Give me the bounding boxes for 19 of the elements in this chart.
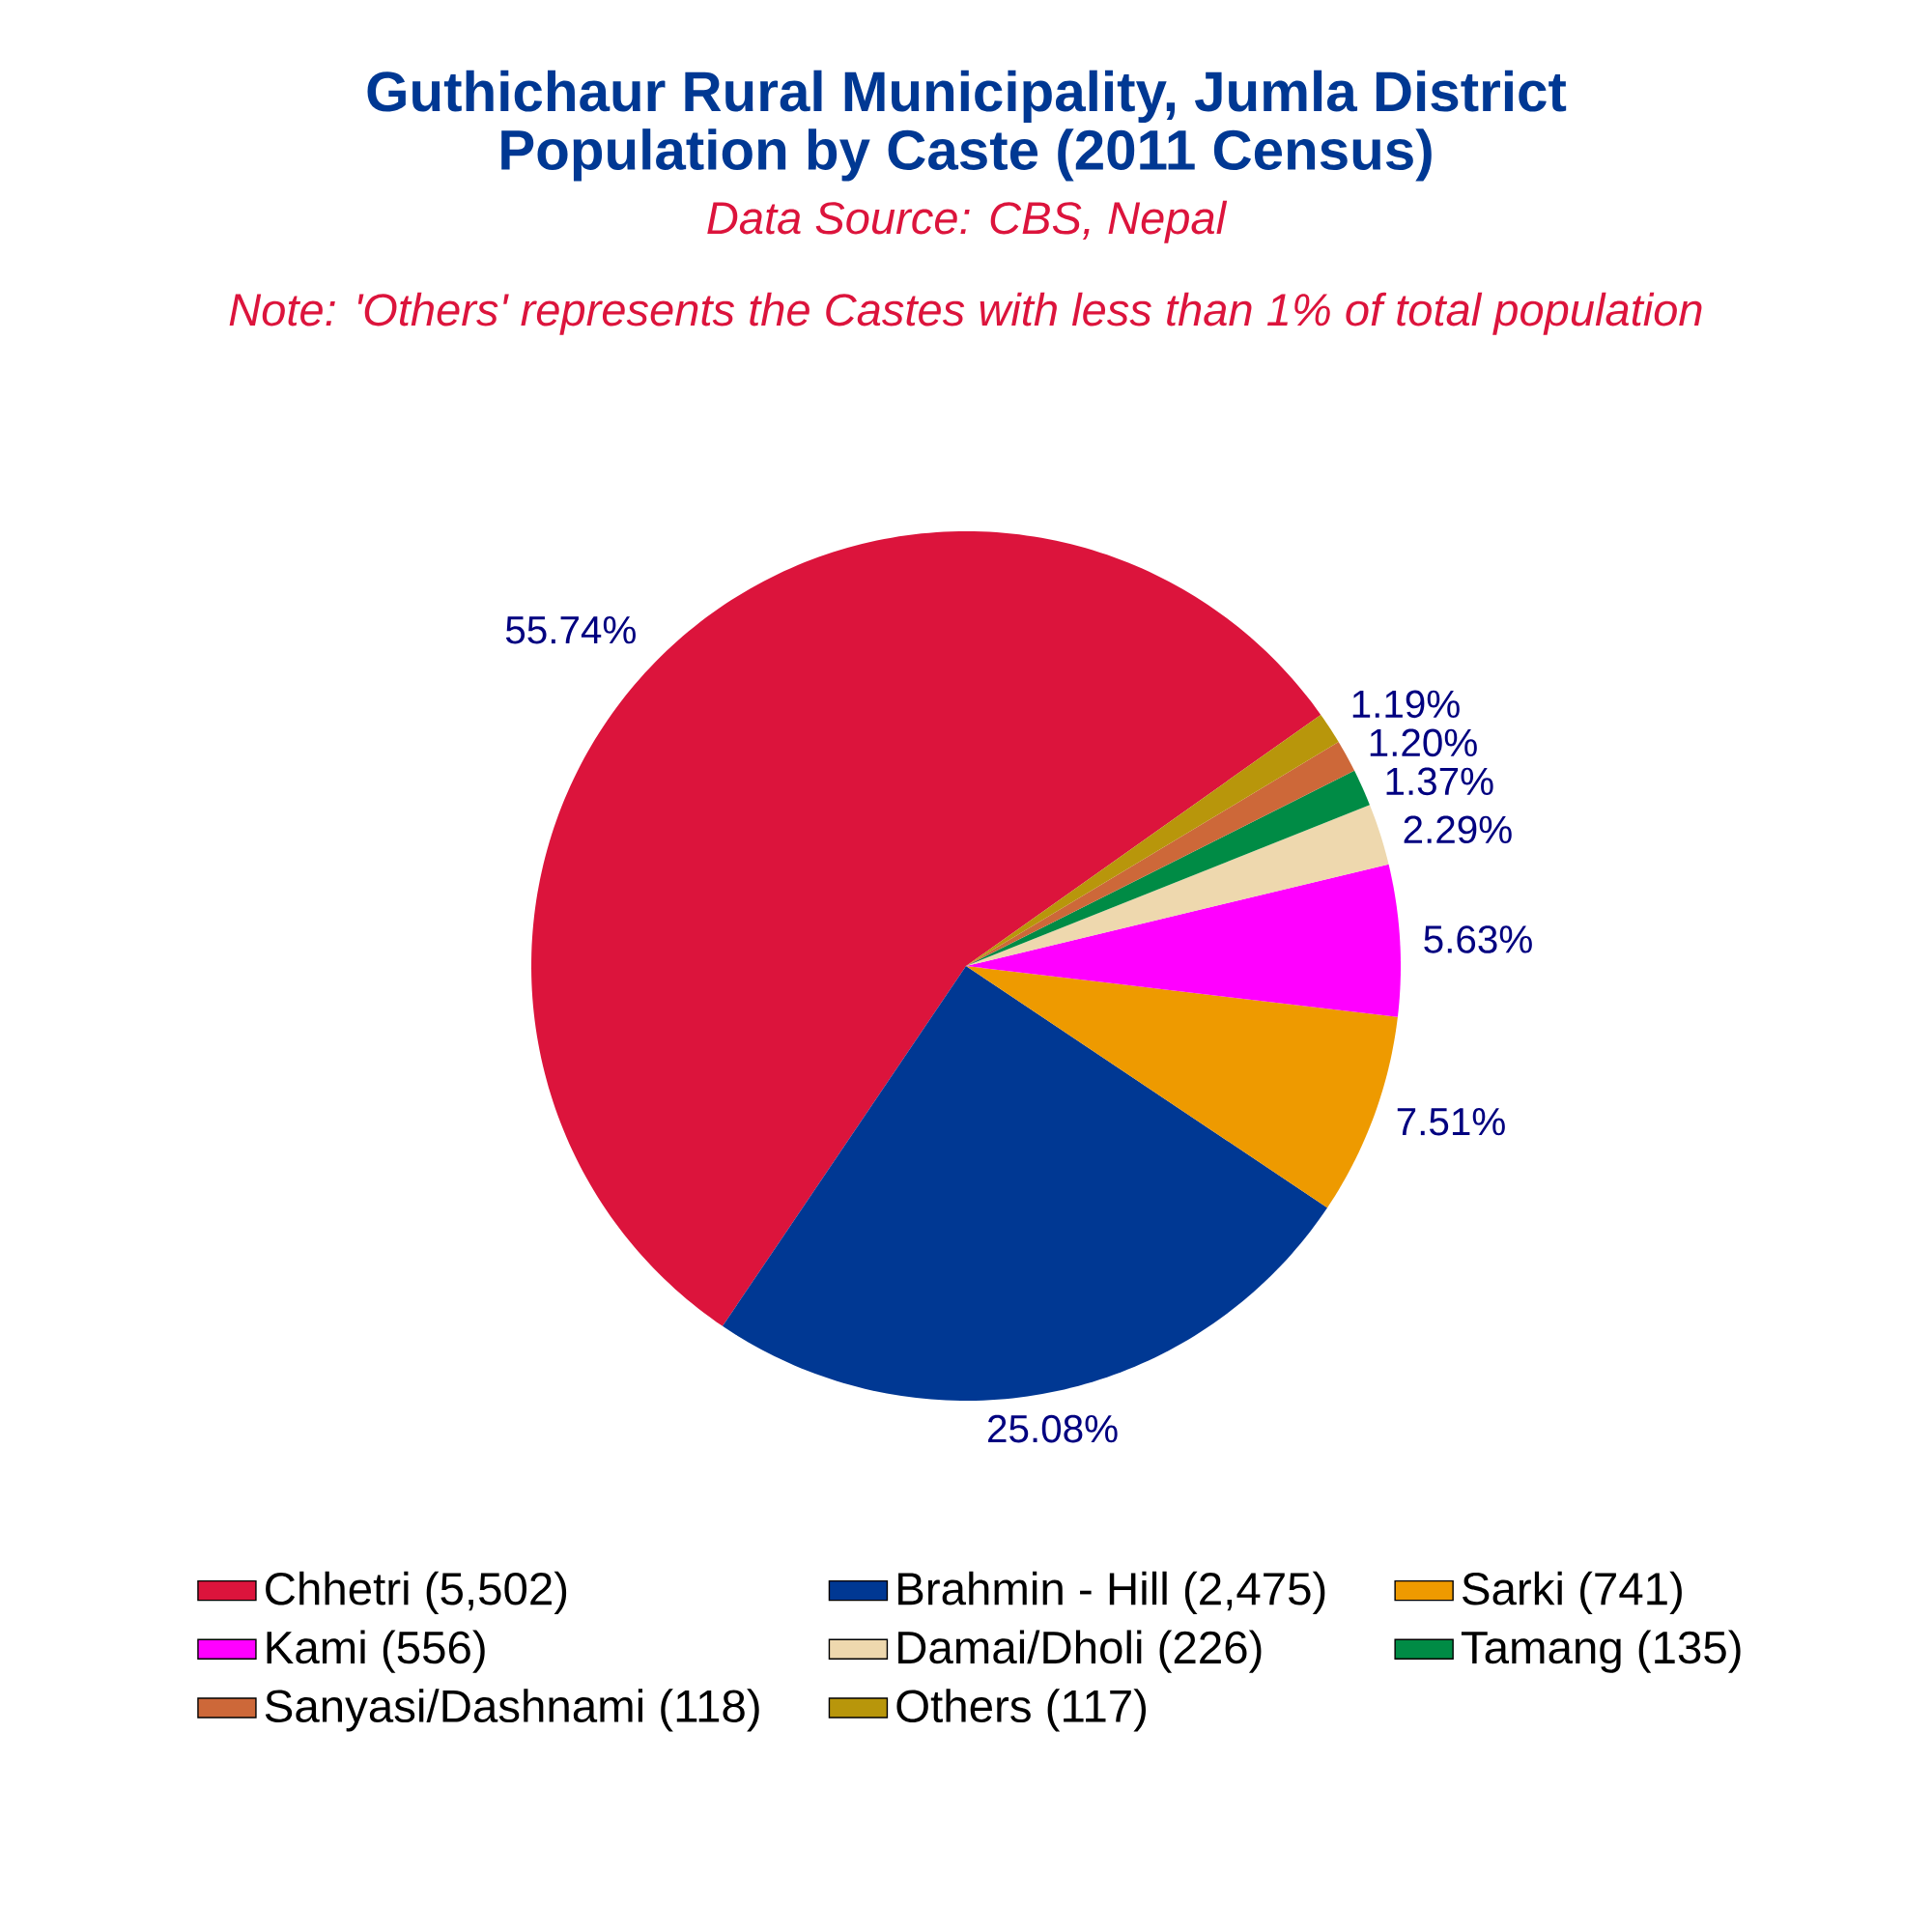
chart-subtitle: Data Source: CBS, Nepal [707, 200, 1228, 243]
legend-label: Chhetri (5,502) [266, 1571, 567, 1614]
legend-label: Others (117) [896, 1689, 1147, 1732]
data-label: 5.63% [1424, 925, 1532, 953]
text: Note: 'Others' represents the Castes with less than 1% of total population [229, 292, 1702, 335]
data-label: 2.29% [1404, 815, 1512, 844]
data-label: 55.74% [505, 616, 636, 644]
data-label: 25.08% [988, 1414, 1118, 1443]
legend-label: Sarki (741) [1463, 1571, 1682, 1614]
legend-label: Damai/Dholi (226) [898, 1630, 1262, 1673]
chart-title: Guthichaur Rural Municipality, Jumla District Population by Caste (2011 Census) [367, 70, 1567, 182]
data-label: 7.51% [1397, 1108, 1505, 1136]
data-label: 1.37% [1386, 767, 1493, 796]
legend-label: Brahmin - Hill (2,475) [898, 1571, 1325, 1614]
legend-label: Sanyasi/Dashnami (118) [265, 1689, 759, 1732]
legend-label: Kami (556) [267, 1630, 485, 1673]
legend-label: Tamang (135) [1461, 1630, 1741, 1673]
data-label: 1.20% [1370, 728, 1477, 757]
data-label: 1.19% [1352, 690, 1460, 719]
